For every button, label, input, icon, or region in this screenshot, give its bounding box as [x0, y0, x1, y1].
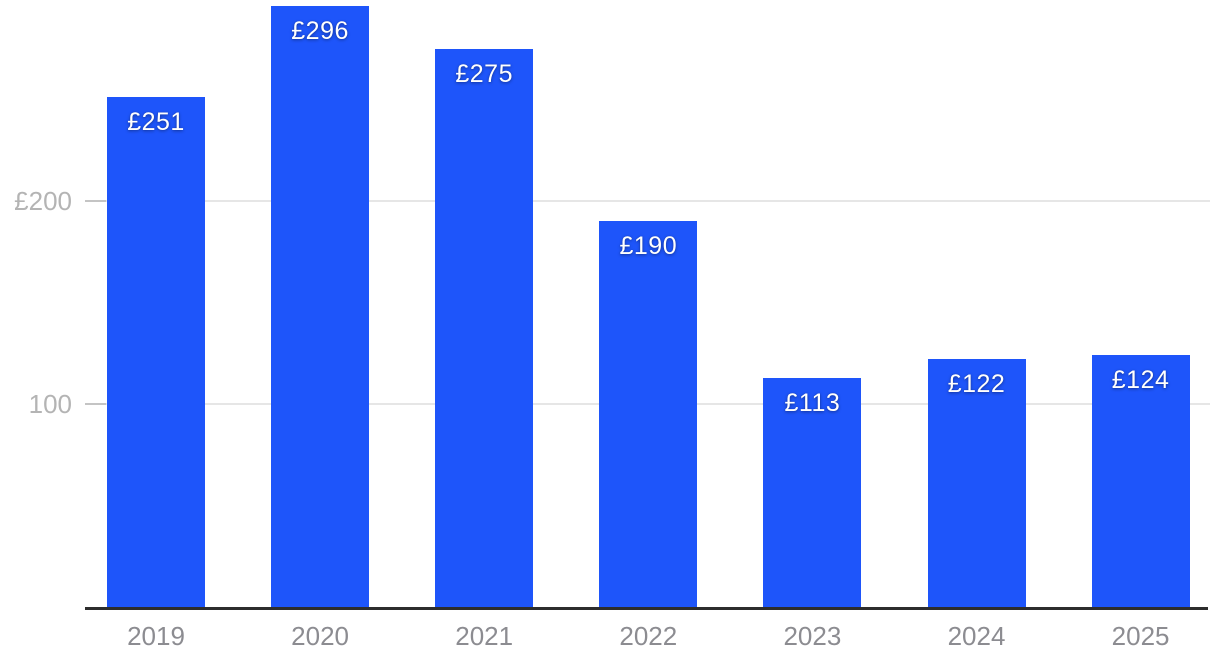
bar-value-label: £296: [291, 17, 349, 46]
bar[interactable]: [927, 359, 1026, 607]
gridline: [85, 200, 1210, 202]
bar-value-label: £251: [127, 108, 185, 137]
bar[interactable]: [271, 6, 370, 607]
bar-value-label: £113: [784, 388, 841, 417]
bar-value-label: £275: [455, 59, 513, 88]
bar-value-label: £124: [1111, 366, 1170, 395]
x-axis-tick-label: 2020: [291, 621, 350, 651]
y-axis-tick-label: £200: [14, 186, 72, 216]
x-axis-line: [85, 607, 1208, 610]
bar-value-label: £122: [947, 370, 1006, 399]
bar[interactable]: [763, 377, 862, 607]
bar[interactable]: [107, 97, 205, 607]
x-axis-tick-label: 2022: [619, 621, 678, 651]
x-axis-tick-label: 2024: [947, 621, 1006, 651]
bar[interactable]: [599, 221, 698, 607]
bar[interactable]: [435, 48, 534, 607]
bar-value-label: £190: [619, 232, 678, 261]
y-tick-mark: [85, 403, 106, 405]
x-axis-tick-label: 2023: [783, 621, 842, 651]
y-tick-mark: [85, 200, 106, 202]
y-axis-tick-label: 100: [28, 389, 72, 419]
x-axis-tick-label: 2025: [1111, 621, 1170, 651]
x-axis-tick-label: 2021: [455, 621, 514, 651]
x-axis-tick-label: 2019: [127, 621, 185, 651]
bar[interactable]: [1091, 355, 1190, 607]
